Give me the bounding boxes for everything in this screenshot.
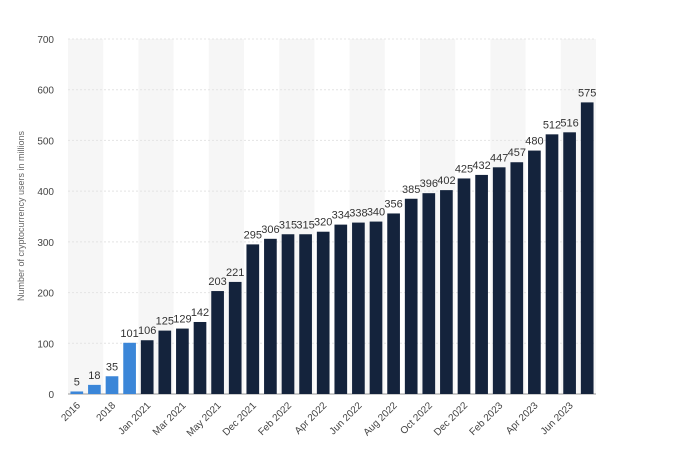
bar xyxy=(528,150,541,394)
x-tick-label: May 2021 xyxy=(185,400,224,439)
value-label: 385 xyxy=(402,184,420,196)
bar xyxy=(545,134,559,395)
value-label: 203 xyxy=(208,276,226,288)
value-label: 396 xyxy=(420,178,438,190)
x-tick-label: Oct 2022 xyxy=(398,400,435,437)
value-label: 457 xyxy=(508,147,526,159)
value-label: 432 xyxy=(472,160,490,172)
value-label: 402 xyxy=(437,175,455,187)
bar xyxy=(264,238,277,394)
x-tick-label: Apr 2023 xyxy=(504,400,541,437)
value-label: 320 xyxy=(314,217,332,229)
bar xyxy=(580,102,594,395)
x-tick-label: 2018 xyxy=(95,400,119,424)
band xyxy=(68,39,104,394)
x-tick-label: 2016 xyxy=(59,400,83,424)
bar xyxy=(316,231,330,394)
bar xyxy=(422,193,436,394)
bar xyxy=(563,132,576,395)
y-tick-label: 0 xyxy=(48,390,54,401)
value-label: 142 xyxy=(191,307,209,319)
value-label: 18 xyxy=(88,370,100,382)
value-label: 35 xyxy=(106,361,118,373)
value-label: 512 xyxy=(543,119,561,131)
value-label: 106 xyxy=(138,325,156,337)
y-tick-label: 200 xyxy=(37,289,54,300)
value-label: 315 xyxy=(296,219,314,231)
bar xyxy=(140,340,154,394)
y-tick-label: 500 xyxy=(37,136,54,147)
bar xyxy=(123,342,136,394)
value-label: 447 xyxy=(490,152,508,164)
value-label: 125 xyxy=(156,316,174,328)
x-tick-label: Jan 2021 xyxy=(116,400,153,437)
value-label: 480 xyxy=(525,136,543,148)
y-tick-label: 300 xyxy=(37,238,54,249)
bar xyxy=(105,376,119,394)
value-label: 356 xyxy=(384,198,402,210)
bar xyxy=(334,224,348,394)
value-label: 101 xyxy=(120,328,138,340)
y-tick-label: 600 xyxy=(37,86,54,97)
bar xyxy=(387,213,400,394)
x-tick-label: Aug 2022 xyxy=(362,400,400,438)
bar xyxy=(475,174,488,394)
x-tick-label: Feb 2022 xyxy=(256,400,294,438)
y-tick-label: 400 xyxy=(37,187,54,198)
value-label: 315 xyxy=(279,219,297,231)
bar xyxy=(158,330,172,394)
bar xyxy=(492,167,506,394)
bar xyxy=(246,244,260,394)
bar xyxy=(299,234,312,394)
bar xyxy=(404,198,418,394)
y-tick-label: 700 xyxy=(37,35,54,46)
x-tick-label: Jun 2023 xyxy=(539,400,576,437)
value-label: 338 xyxy=(349,208,367,220)
x-tick-label: Feb 2023 xyxy=(468,400,506,438)
bar xyxy=(193,321,207,394)
x-tick-label: Dec 2022 xyxy=(432,400,470,438)
bar xyxy=(88,384,101,394)
bar xyxy=(281,234,295,394)
value-label: 425 xyxy=(455,163,473,175)
value-label: 340 xyxy=(367,207,385,219)
bar xyxy=(70,391,84,394)
value-label: 334 xyxy=(332,210,350,222)
value-label: 306 xyxy=(261,224,279,236)
value-label: 221 xyxy=(226,267,244,279)
bar xyxy=(352,222,365,394)
bar xyxy=(176,328,189,394)
x-tick-label: Jun 2022 xyxy=(328,400,365,437)
value-label: 575 xyxy=(578,87,596,99)
bar xyxy=(369,221,383,394)
bar xyxy=(440,190,453,394)
value-label: 516 xyxy=(560,117,578,129)
x-tick-label: Dec 2021 xyxy=(221,400,259,438)
bar xyxy=(510,162,524,394)
value-label: 129 xyxy=(173,314,191,326)
x-tick-label: Apr 2022 xyxy=(293,400,330,437)
value-label: 295 xyxy=(244,229,262,241)
y-tick-label: 100 xyxy=(37,339,54,350)
bar xyxy=(211,291,224,394)
bar xyxy=(457,178,471,394)
x-tick-label: Mar 2021 xyxy=(151,400,189,438)
bar xyxy=(228,281,242,394)
value-label: 5 xyxy=(74,376,80,388)
y-axis-label: Number of cryptocurrency users in millio… xyxy=(16,130,26,301)
